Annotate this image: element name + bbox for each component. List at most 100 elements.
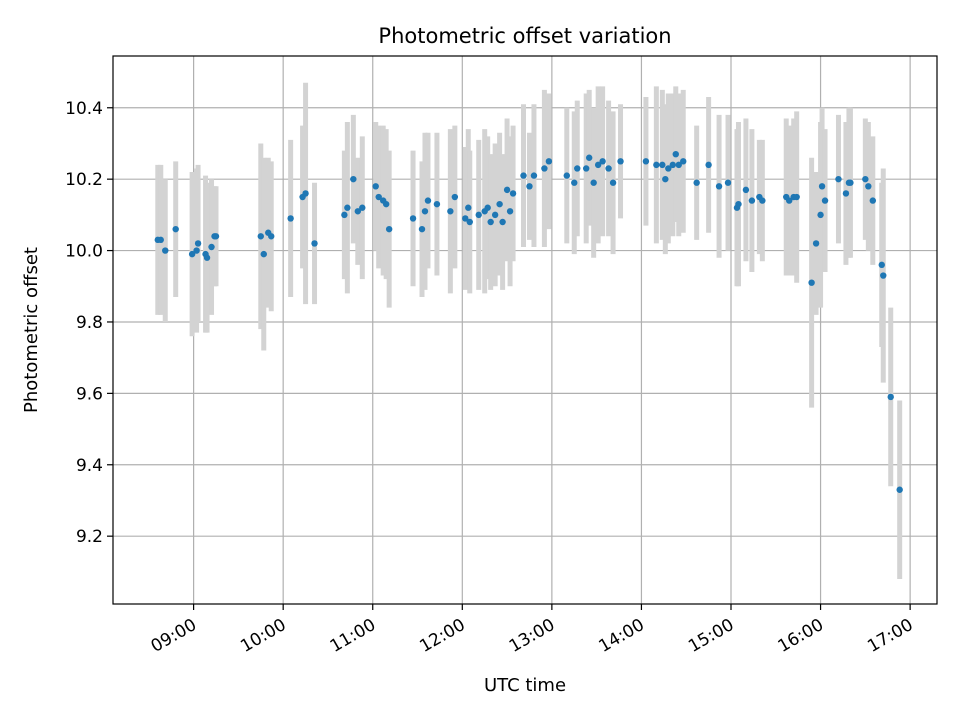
y-tick-label: 9.6 bbox=[76, 384, 103, 404]
data-point bbox=[375, 193, 382, 201]
data-point bbox=[520, 172, 527, 179]
data-point bbox=[724, 179, 732, 186]
data-point bbox=[818, 183, 826, 190]
data-point bbox=[433, 200, 441, 208]
y-tick-label: 10.4 bbox=[65, 99, 103, 119]
data-point bbox=[642, 158, 650, 165]
y-axis-label: Photometric offset bbox=[21, 247, 42, 413]
data-point bbox=[662, 175, 669, 183]
data-point bbox=[194, 240, 202, 247]
data-point bbox=[372, 183, 379, 190]
data-point bbox=[526, 183, 533, 190]
data-point bbox=[835, 175, 842, 183]
data-point bbox=[812, 240, 820, 247]
y-tick-label: 9.4 bbox=[76, 456, 103, 476]
plot-frame bbox=[112, 55, 938, 605]
data-point bbox=[590, 179, 597, 186]
data-point bbox=[609, 179, 617, 186]
data-point bbox=[503, 186, 511, 194]
data-point bbox=[896, 486, 903, 493]
data-point bbox=[311, 240, 318, 247]
data-point bbox=[212, 233, 220, 240]
data-point bbox=[162, 247, 169, 254]
chart-title: Photometric offset variation bbox=[378, 24, 671, 48]
data-point bbox=[409, 215, 417, 222]
data-point bbox=[715, 183, 723, 190]
data-point bbox=[748, 197, 756, 204]
data-point bbox=[665, 165, 672, 172]
data-point bbox=[653, 161, 660, 169]
x-axis-label: UTC time bbox=[484, 675, 566, 696]
data-point bbox=[257, 233, 264, 240]
data-point bbox=[574, 165, 581, 172]
y-axis-ticks: 9.2 9.4 9.6 9.8 10.0 10.2 10.4 bbox=[65, 99, 113, 547]
data-point bbox=[359, 204, 366, 211]
data-point bbox=[424, 197, 432, 204]
data-point bbox=[193, 247, 200, 254]
data-point bbox=[672, 150, 679, 158]
y-tick-label: 9.2 bbox=[76, 527, 103, 547]
data-point bbox=[491, 211, 499, 219]
data-point bbox=[287, 215, 294, 222]
data-point bbox=[847, 179, 854, 186]
data-points bbox=[154, 150, 903, 493]
data-point bbox=[583, 165, 590, 172]
data-point bbox=[268, 233, 275, 240]
data-point bbox=[344, 204, 351, 211]
data-point bbox=[530, 172, 538, 179]
data-point bbox=[599, 158, 606, 165]
data-point bbox=[880, 272, 887, 279]
data-point bbox=[385, 225, 393, 233]
data-point bbox=[302, 190, 309, 197]
data-point bbox=[418, 225, 426, 233]
data-point bbox=[693, 179, 700, 186]
data-point bbox=[865, 183, 872, 190]
data-point bbox=[862, 175, 869, 183]
data-point bbox=[421, 208, 429, 215]
data-point bbox=[869, 197, 877, 204]
y-tick-label: 9.8 bbox=[76, 313, 103, 333]
data-point bbox=[585, 154, 593, 161]
data-point bbox=[817, 211, 824, 219]
y-tick-label: 10.0 bbox=[65, 242, 103, 262]
data-point bbox=[786, 197, 793, 204]
data-point bbox=[451, 193, 459, 201]
data-point bbox=[617, 158, 624, 165]
data-point bbox=[541, 165, 548, 172]
data-point bbox=[382, 200, 390, 208]
data-point bbox=[821, 197, 829, 204]
data-point bbox=[705, 161, 712, 169]
data-point bbox=[496, 200, 503, 208]
y-tick-label: 10.2 bbox=[65, 170, 103, 190]
data-point bbox=[887, 393, 894, 401]
data-point bbox=[260, 250, 267, 258]
data-point bbox=[188, 250, 196, 258]
data-point bbox=[878, 261, 885, 269]
data-point bbox=[465, 204, 472, 211]
data-point bbox=[341, 211, 348, 219]
data-point bbox=[842, 190, 850, 197]
data-point bbox=[447, 208, 454, 215]
data-point bbox=[203, 254, 211, 261]
data-point bbox=[350, 175, 357, 183]
data-point bbox=[172, 225, 179, 233]
data-point bbox=[659, 161, 666, 169]
data-point bbox=[462, 215, 469, 222]
data-point bbox=[571, 179, 578, 186]
data-point bbox=[475, 211, 482, 219]
data-point bbox=[157, 236, 164, 244]
data-point bbox=[759, 197, 766, 204]
data-point bbox=[509, 190, 517, 197]
data-point bbox=[675, 161, 682, 169]
data-point bbox=[605, 165, 612, 172]
data-point bbox=[208, 243, 215, 251]
data-point bbox=[669, 161, 676, 169]
data-point bbox=[742, 186, 750, 194]
data-point bbox=[499, 218, 506, 226]
data-point bbox=[808, 279, 815, 286]
data-point bbox=[354, 208, 362, 215]
data-point bbox=[680, 158, 687, 165]
data-point bbox=[487, 218, 494, 226]
